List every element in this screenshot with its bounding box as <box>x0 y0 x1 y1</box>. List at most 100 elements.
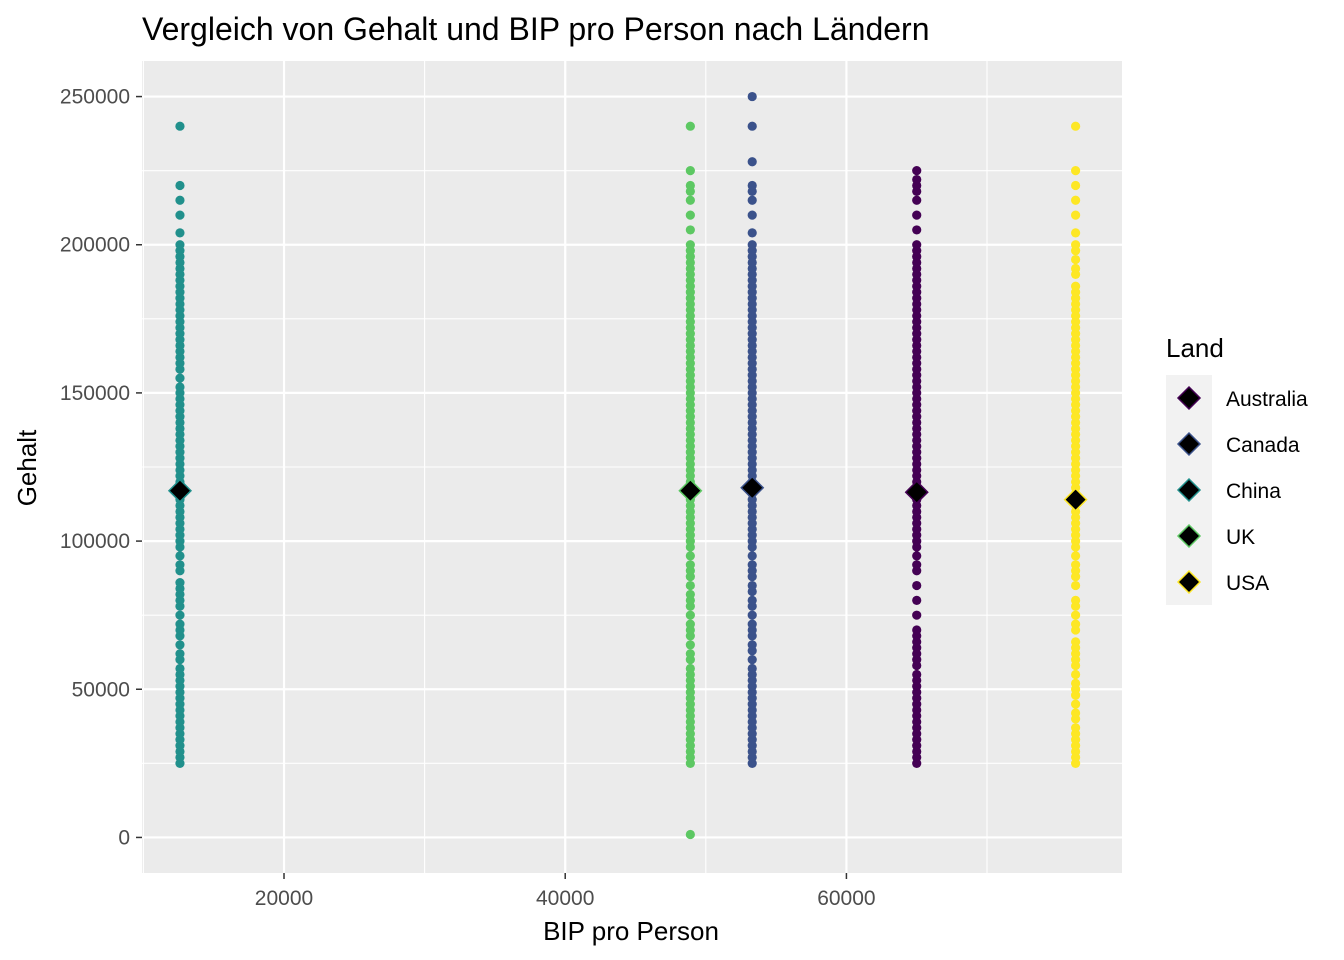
mean-marker <box>1063 487 1088 512</box>
data-point <box>747 663 757 674</box>
data-point <box>747 655 757 665</box>
data-point <box>685 610 695 620</box>
data-point <box>1071 610 1081 620</box>
data-point <box>912 240 922 250</box>
y-tick-label: 0 <box>118 826 130 849</box>
data-point <box>175 195 185 205</box>
data-point <box>747 180 757 191</box>
data-point <box>685 210 695 220</box>
data-point <box>912 560 922 570</box>
data-point <box>912 551 922 561</box>
data-point <box>1071 121 1081 131</box>
data-point <box>1071 180 1081 191</box>
data-point <box>175 121 185 131</box>
data-point <box>175 577 185 588</box>
data-point <box>175 610 185 620</box>
data-point <box>685 166 695 176</box>
data-point <box>1071 637 1081 647</box>
y-tick-label: 200000 <box>60 234 130 257</box>
y-tick-label: 150000 <box>60 382 130 405</box>
data-point <box>685 195 695 205</box>
data-points <box>175 91 1081 840</box>
legend-key-diamond <box>1176 569 1202 595</box>
legend-label: Australia <box>1226 388 1308 411</box>
data-point <box>912 195 922 205</box>
data-point <box>1071 281 1081 291</box>
data-point <box>912 669 922 680</box>
legend-key-diamond <box>1176 477 1202 503</box>
y-tick-label: 50000 <box>72 678 130 701</box>
x-tick-label: 40000 <box>536 887 594 910</box>
data-point <box>175 382 185 392</box>
data-point <box>1071 723 1081 733</box>
plot-panel <box>142 61 1122 873</box>
data-point <box>912 210 922 220</box>
data-point <box>1071 166 1081 176</box>
data-point <box>175 210 185 220</box>
data-point <box>1071 263 1081 274</box>
legend-key-diamond <box>1176 385 1202 411</box>
y-tick-label: 250000 <box>60 86 130 109</box>
data-point <box>175 228 185 238</box>
y-tick-label: 100000 <box>60 530 130 553</box>
mean-marker <box>740 475 765 500</box>
data-point <box>685 121 695 131</box>
data-point <box>1071 595 1081 605</box>
data-point <box>912 580 922 591</box>
data-point <box>1071 254 1081 265</box>
mean-marker <box>904 480 929 505</box>
data-point <box>912 625 922 635</box>
legend-key-diamond <box>1176 431 1202 457</box>
data-point <box>685 640 695 650</box>
data-point <box>747 595 757 605</box>
data-point <box>912 174 922 185</box>
data-point <box>175 649 185 659</box>
data-point <box>912 610 922 620</box>
mean-markers <box>167 475 1088 512</box>
data-point <box>747 240 757 250</box>
data-point <box>1071 678 1081 688</box>
data-point <box>747 157 757 167</box>
data-point <box>747 640 757 650</box>
data-point <box>1071 669 1081 680</box>
data-point <box>912 225 922 235</box>
data-point <box>747 551 757 561</box>
legend-label: USA <box>1226 572 1269 595</box>
x-tick-label: 60000 <box>817 887 875 910</box>
data-point <box>747 91 757 102</box>
data-point <box>175 180 185 191</box>
data-point <box>1071 210 1081 220</box>
data-point <box>912 166 922 176</box>
data-point <box>685 649 695 659</box>
data-point <box>685 580 695 591</box>
data-point <box>175 619 185 629</box>
data-point <box>685 619 695 629</box>
data-point <box>747 610 757 620</box>
data-point <box>175 551 185 561</box>
data-point <box>1071 580 1081 591</box>
data-point <box>747 560 757 570</box>
legend-key-diamond <box>1176 523 1202 549</box>
data-point <box>747 228 757 238</box>
y-axis-title: Gehalt <box>12 429 42 506</box>
data-point <box>685 829 695 840</box>
legend-label: Canada <box>1226 434 1300 457</box>
data-point <box>747 121 757 131</box>
data-point <box>685 551 695 561</box>
x-axis-title: BIP pro Person <box>543 916 719 946</box>
data-point <box>747 210 757 220</box>
data-point <box>685 589 695 600</box>
data-point <box>175 663 185 674</box>
data-point <box>1071 240 1081 250</box>
mean-marker <box>678 478 703 503</box>
data-point <box>175 640 185 650</box>
mean-marker <box>167 478 193 503</box>
data-point <box>1071 551 1081 561</box>
data-point <box>747 195 757 205</box>
legend-title: Land <box>1166 333 1224 363</box>
data-point <box>747 619 757 629</box>
data-point <box>1071 560 1081 570</box>
y-axis-ticks: 0 50000 100000 150000 200000 250000 <box>60 86 142 849</box>
data-point <box>685 560 695 570</box>
